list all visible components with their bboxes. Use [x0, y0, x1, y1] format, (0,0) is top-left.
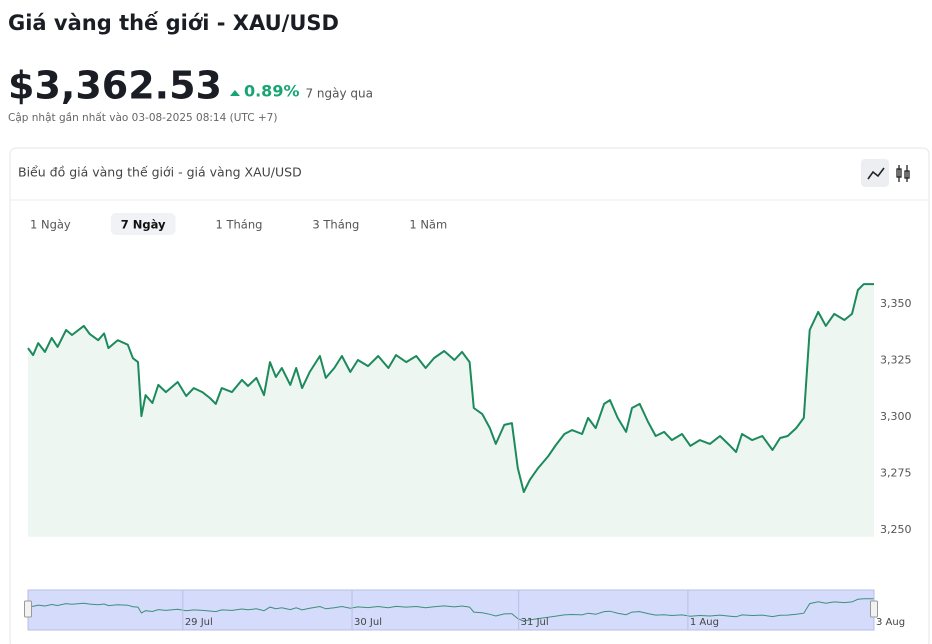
updated: Cập nhật gần nhất vào 03-08-2025 08:14 (…: [8, 112, 277, 124]
x-tick-label: 30 Jul: [354, 617, 382, 628]
price-line: [27, 283, 874, 493]
tab[interactable]: 7 Ngày: [110, 213, 176, 235]
x-tick-label: 31 Jul: [521, 617, 549, 628]
page-title: Giá vàng thế giới - XAU/USD: [8, 11, 339, 35]
y-tick-label: 3,325: [880, 353, 912, 366]
tab-label[interactable]: 1 Ngày: [30, 218, 71, 232]
navigator-line: [27, 598, 874, 622]
y-tick-label: 3,300: [880, 410, 912, 423]
tab[interactable]: 1 Ngày: [20, 213, 81, 235]
candle-icon[interactable]: [904, 170, 910, 179]
y-tick-label: 3,250: [880, 523, 912, 536]
line-button[interactable]: [861, 159, 889, 187]
up-arrow: [229, 90, 240, 96]
tab-bg[interactable]: [110, 213, 176, 235]
navigator-handle[interactable]: [870, 600, 878, 618]
x-tick-label: 29 Jul: [185, 617, 213, 628]
tab-label[interactable]: 3 Tháng: [312, 218, 359, 232]
candle-icon[interactable]: [896, 168, 902, 178]
y-tick-label: 3,350: [880, 297, 912, 310]
tab-label[interactable]: 7 Ngày: [121, 218, 166, 232]
tab[interactable]: 3 Tháng: [302, 213, 369, 235]
x-tick-label: 3 Aug: [876, 617, 905, 628]
tab-label[interactable]: 1 Tháng: [216, 218, 263, 232]
navigator: [27, 589, 875, 631]
y-tick-label: 3,275: [880, 467, 912, 480]
line-icon[interactable]: [867, 167, 885, 180]
tab-label[interactable]: 1 Năm: [409, 218, 447, 232]
change: 0.89%: [244, 82, 300, 101]
period: 7 ngày qua: [305, 87, 373, 101]
card-title: Biểu đồ giá vàng thế giới - giá vàng XAU…: [18, 165, 302, 180]
navigator-handle[interactable]: [24, 600, 32, 618]
tab[interactable]: 1 Năm: [399, 213, 457, 235]
x-tick-label: 1 Aug: [690, 617, 719, 628]
price: $3,362.53: [8, 64, 222, 108]
tab[interactable]: 1 Tháng: [206, 213, 273, 235]
area: [28, 284, 874, 537]
candle-button[interactable]: [896, 165, 910, 182]
